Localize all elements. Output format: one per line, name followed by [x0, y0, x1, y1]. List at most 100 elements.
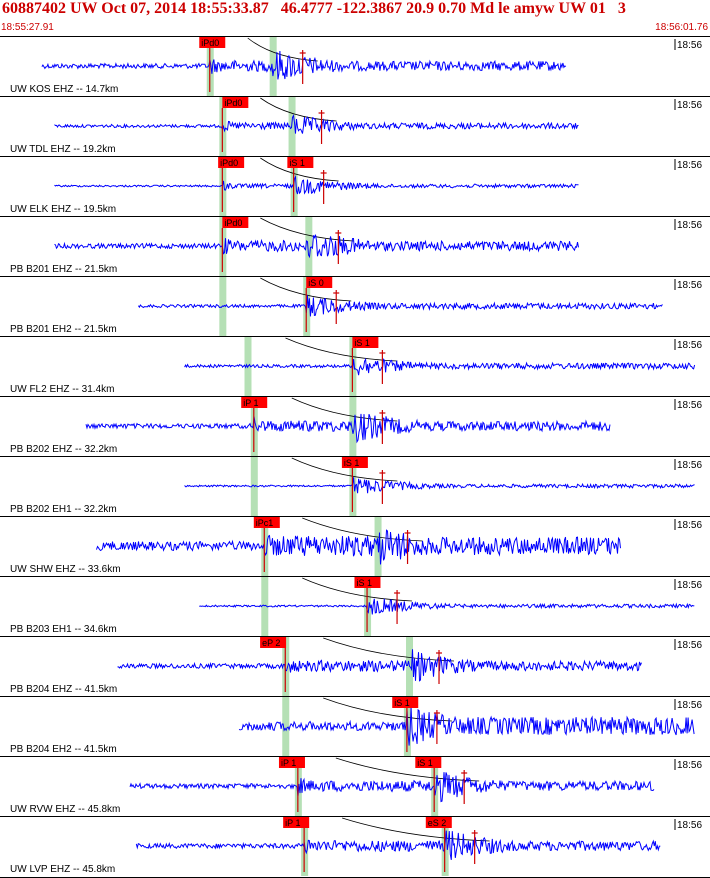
pick-label: iPd0: [224, 98, 242, 108]
trace-row-13[interactable]: iP 1 iS 1 UW RVW EHZ -- 45.8km 18:56: [0, 756, 710, 817]
waveform: [129, 772, 655, 803]
pick-marker[interactable]: iS 1: [351, 337, 379, 392]
pick-label: iPd0: [201, 38, 219, 48]
trace-row-7[interactable]: iP 1 PB B202 EHZ -- 32.2km 18:56: [0, 396, 710, 457]
pick-label: iS 1: [354, 338, 370, 348]
pick-label-bg: [199, 37, 226, 48]
pick-marker[interactable]: iS 1: [392, 697, 419, 752]
time-tick-label: 18:56: [677, 220, 702, 231]
event-header: 60887402 UW Oct 07, 2014 18:55:33.87 46.…: [0, 0, 710, 36]
travel-time-curve: [323, 637, 455, 662]
station-label: PB B201 EH2 -- 21.5km: [10, 324, 117, 335]
pick-label-bg: [260, 637, 287, 648]
pick-label-bg: [287, 157, 314, 168]
station-label: PB B204 EH2 -- 41.5km: [10, 744, 117, 755]
pick-label-bg: [241, 397, 268, 408]
trace-row-1[interactable]: iPd0 UW KOS EHZ -- 14.7km 18:56: [0, 36, 710, 97]
pick-label-bg: [283, 817, 310, 828]
station-label: UW RVW EHZ -- 45.8km: [10, 804, 120, 815]
trace-row-14[interactable]: iP 1 eS 2 UW LVP EHZ -- 45.8km 18:56: [0, 816, 710, 877]
pick-label: iS 0: [308, 278, 324, 288]
waveform: [96, 529, 621, 565]
pick-marker[interactable]: iPd0: [221, 217, 249, 272]
s-pick-window: [349, 397, 357, 456]
pick-label: iPd0: [220, 158, 238, 168]
waveform: [184, 357, 696, 376]
time-tick-label: 18:56: [677, 520, 702, 531]
pick-marker[interactable]: iP 1: [283, 817, 310, 872]
time-tick-label: 18:56: [677, 280, 702, 291]
pick-label-bg: [354, 577, 381, 588]
pick-marker[interactable]: iS 1: [415, 757, 442, 812]
time-tick-label: 18:56: [677, 400, 702, 411]
travel-time-curve: [260, 157, 339, 182]
pick-label: iS 1: [356, 578, 372, 588]
waveform: [54, 234, 579, 259]
time-tick-label: 18:56: [677, 640, 702, 651]
pick-marker[interactable]: eP 2: [260, 637, 287, 692]
station-label: PB B202 EHZ -- 32.2km: [10, 444, 117, 455]
time-tick-label: 18:56: [677, 580, 702, 591]
station-label: UW FL2 EHZ -- 31.4km: [10, 384, 114, 395]
pick-marker[interactable]: iP 1: [278, 757, 305, 812]
time-tick-label: 18:56: [677, 820, 702, 831]
trace-row-11[interactable]: eP 2 PB B204 EHZ -- 41.5km 18:56: [0, 636, 710, 697]
pick-marker[interactable]: iPd0: [199, 37, 226, 92]
waveform: [54, 175, 579, 195]
waveform: [117, 649, 642, 682]
pick-label: iPd0: [224, 218, 242, 228]
trace-row-8[interactable]: iS 1 PB B202 EH1 -- 32.2km 18:56: [0, 456, 710, 517]
pick-label: iP 1: [285, 818, 300, 828]
trace-row-6[interactable]: iS 1 UW FL2 EHZ -- 31.4km 18:56: [0, 336, 710, 397]
station-label: PB B202 EH1 -- 32.2km: [10, 504, 117, 515]
trace-row-3[interactable]: iPd0 iS 1 UW ELK EHZ -- 19.5km 18:56: [0, 156, 710, 217]
pick-label: iP 1: [281, 758, 296, 768]
trace-row-2[interactable]: iPd0 UW TDL EHZ -- 19.2km 18:56: [0, 96, 710, 157]
pick-marker[interactable]: iPd0: [221, 97, 249, 152]
trace-row-5[interactable]: iS 0 PB B201 EH2 -- 21.5km 18:56: [0, 276, 710, 337]
travel-time-curve: [291, 397, 398, 422]
station-label: UW TDL EHZ -- 19.2km: [10, 144, 116, 155]
pick-label: iP 1: [243, 398, 258, 408]
travel-time-curve: [291, 457, 398, 482]
pick-label-bg: [222, 217, 249, 228]
end-time-label: 18:56:01.76: [655, 22, 708, 33]
pick-label-bg: [222, 97, 249, 108]
start-time-label: 18:55:27.91: [1, 22, 54, 33]
s-pick-window: [305, 217, 313, 276]
trace-row-4[interactable]: iPd0 PB B201 EHZ -- 21.5km 18:56: [0, 216, 710, 277]
time-tick-label: 18:56: [677, 460, 702, 471]
waveform: [41, 50, 567, 80]
pick-marker[interactable]: iP 1: [241, 397, 268, 452]
pick-label-bg: [253, 517, 280, 528]
travel-time-curve: [247, 37, 318, 62]
travel-time-curve: [335, 757, 480, 782]
trace-row-10[interactable]: iS 1 PB B203 EH1 -- 34.6km 18:56: [0, 576, 710, 637]
pick-marker[interactable]: iS 0: [305, 277, 333, 332]
time-tick-label: 18:56: [677, 160, 702, 171]
travel-time-curve: [260, 97, 337, 122]
waveform: [54, 114, 579, 134]
pick-marker[interactable]: iS 1: [287, 157, 314, 212]
trace-row-9[interactable]: iPc1 UW SHW EHZ -- 33.6km 18:56: [0, 516, 710, 577]
pick-label-bg: [218, 157, 245, 168]
station-label: PB B203 EH1 -- 34.6km: [10, 624, 117, 635]
time-tick-label: 18:56: [677, 700, 702, 711]
pick-label-bg: [306, 277, 333, 288]
pick-label-bg: [392, 697, 419, 708]
waveform: [184, 477, 695, 494]
pick-marker[interactable]: iS 1: [341, 457, 368, 512]
pick-label: iS 1: [417, 758, 433, 768]
pick-marker[interactable]: iS 1: [354, 577, 381, 632]
pick-marker[interactable]: eS 2: [425, 817, 452, 872]
pick-marker[interactable]: iPd0: [218, 157, 245, 212]
time-tick-label: 18:56: [677, 760, 702, 771]
travel-time-curve: [342, 817, 490, 842]
travel-time-curve: [260, 277, 352, 302]
waveform: [137, 295, 663, 317]
station-label: PB B204 EHZ -- 41.5km: [10, 684, 117, 695]
seismogram-panel[interactable]: iPd0 UW KOS EHZ -- 14.7km 18:56 iPd0 UW TDL …: [0, 36, 710, 878]
pick-label: iS 1: [344, 458, 360, 468]
trace-row-12[interactable]: iS 1 PB B204 EH2 -- 41.5km 18:56: [0, 696, 710, 757]
pick-marker[interactable]: iPc1: [253, 517, 280, 572]
